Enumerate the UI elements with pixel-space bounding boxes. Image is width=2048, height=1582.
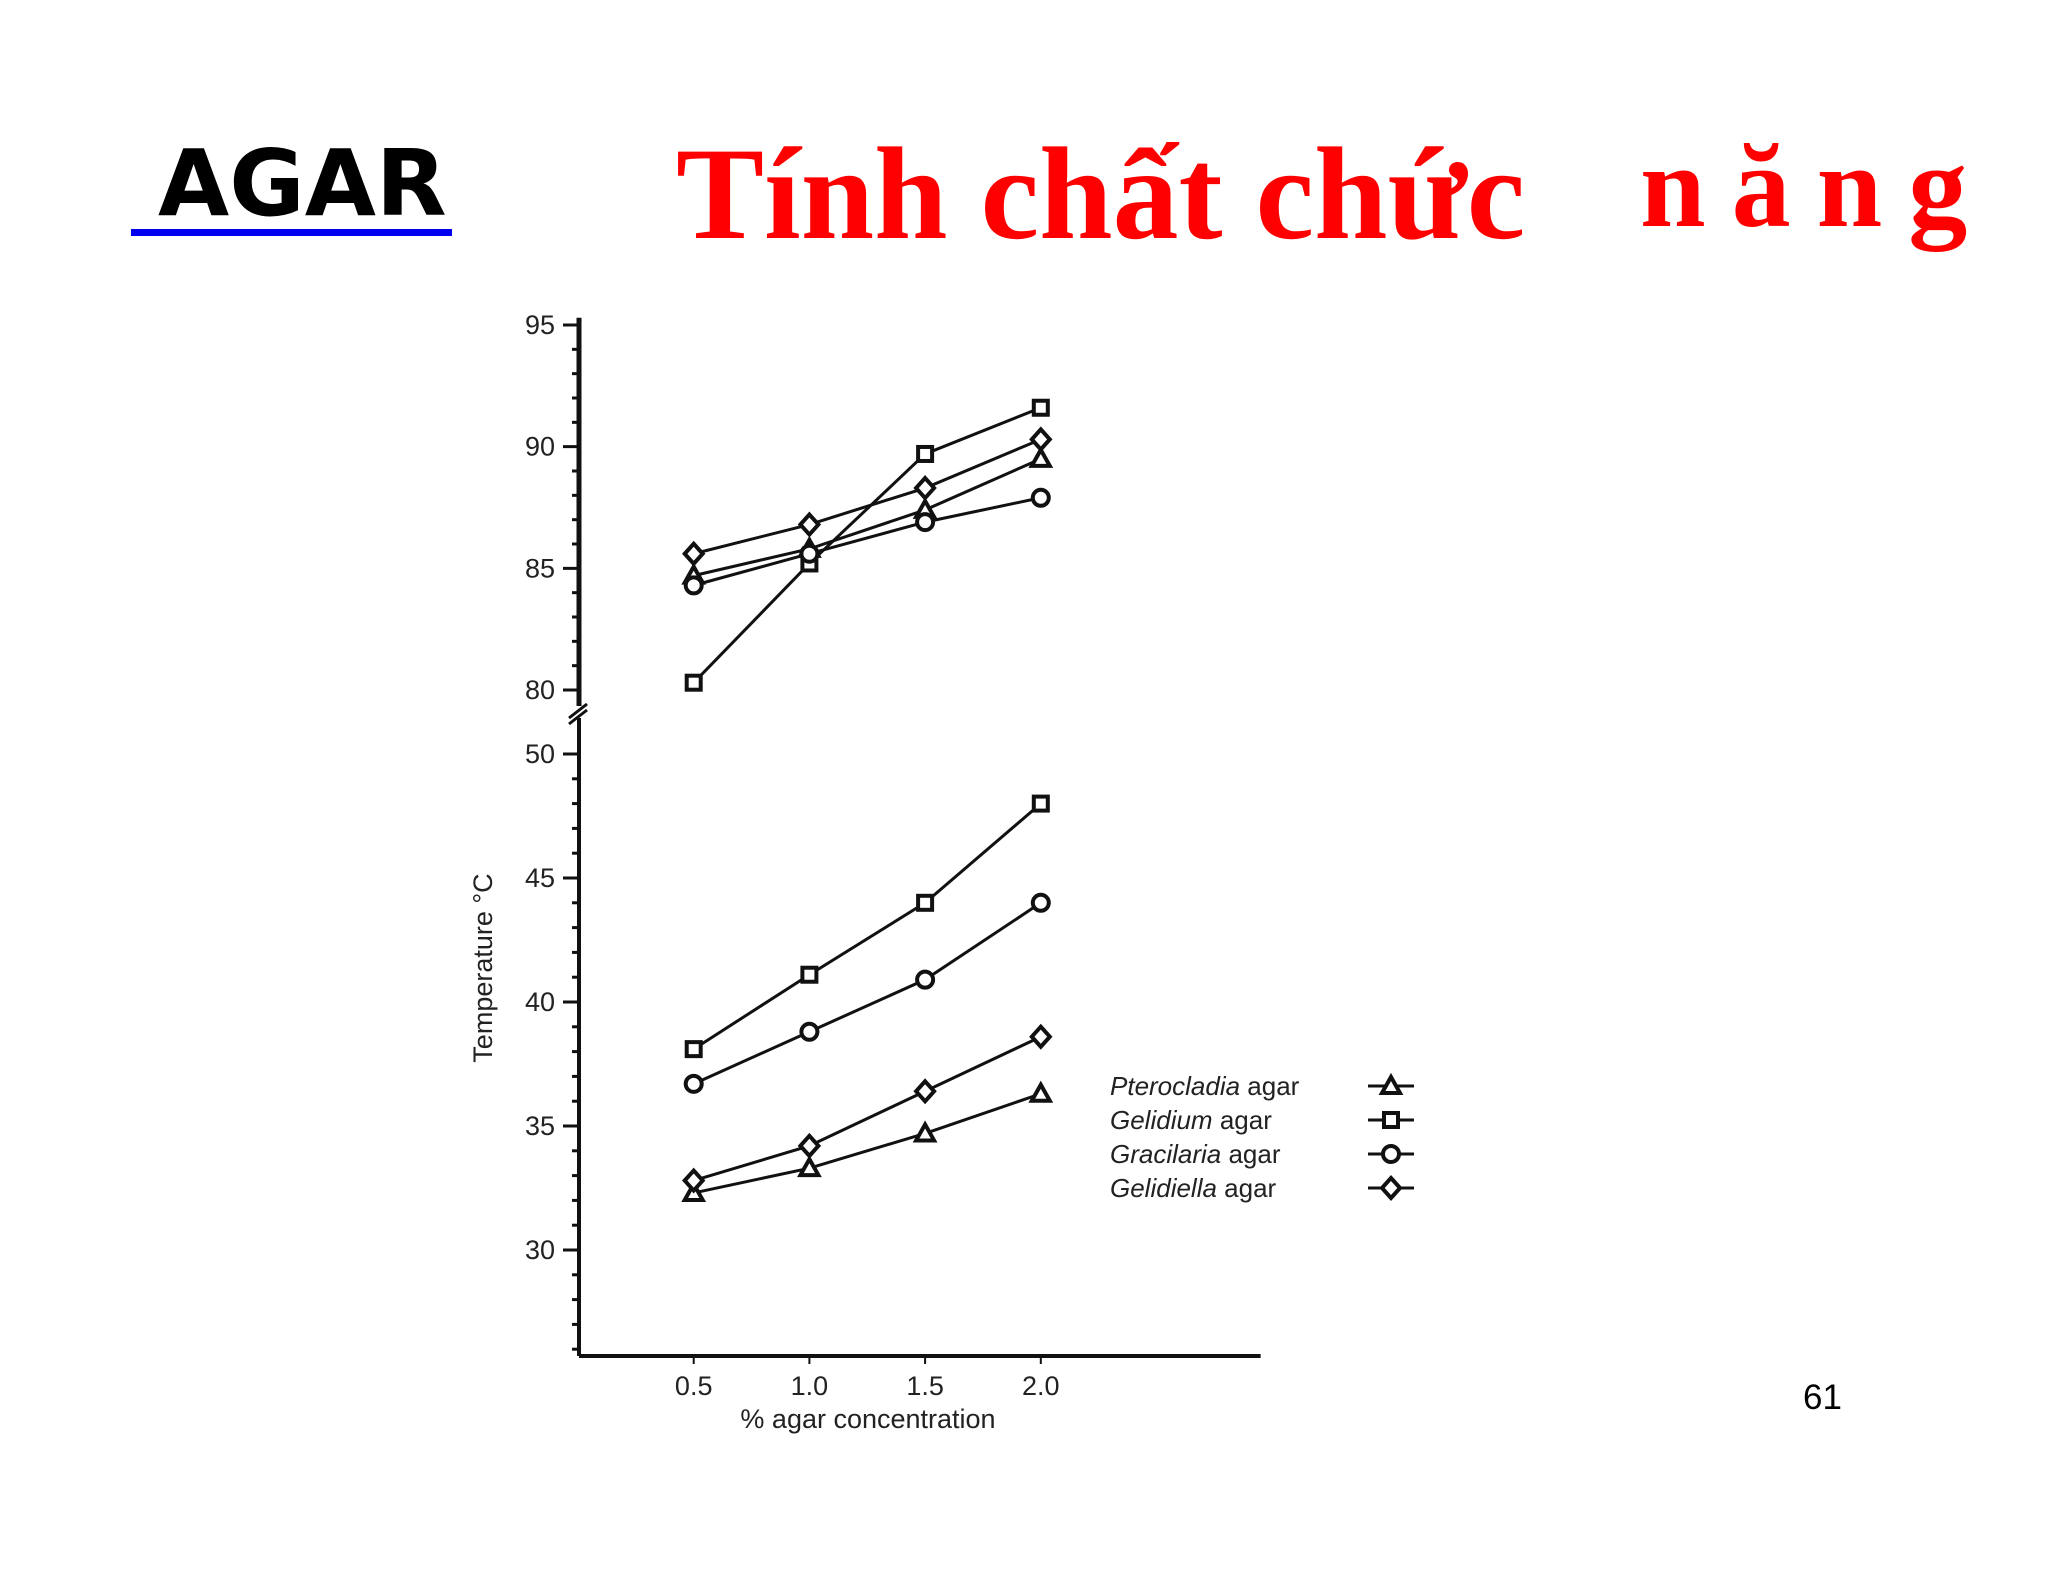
- legend-suffix: agar: [1221, 1139, 1281, 1169]
- legend-item: Pterocladia agar: [1110, 1071, 1414, 1101]
- x-tick-label: 2.0: [1022, 1371, 1060, 1401]
- y-tick-label: 80: [525, 675, 555, 705]
- axes: 95 90 85 80 50 45 40 35 30 0.5 1.0 1.5 2.0: [525, 310, 1261, 1401]
- legend-species: Pterocladia: [1110, 1071, 1240, 1101]
- series-line-gelling: [692, 802, 1042, 1051]
- series-pterocladia: [681, 445, 1054, 1202]
- x-tick-label: 1.5: [906, 1371, 944, 1401]
- data-point-square: [800, 965, 819, 984]
- series-line-melting: [693, 437, 1042, 556]
- axis-break-mark: [568, 708, 588, 726]
- data-point-diamond: [913, 1078, 937, 1105]
- legend-suffix: agar: [1240, 1071, 1300, 1101]
- section-heading: AGAR: [158, 130, 447, 237]
- legend-label: Gracilaria agar: [1110, 1139, 1281, 1169]
- slide-title: Tính chất chức: [676, 120, 1526, 267]
- data-point-triangle: [1378, 1072, 1404, 1095]
- data-point-circle: [915, 512, 936, 533]
- data-point-diamond: [682, 540, 706, 567]
- axis-break-mark: [568, 702, 588, 720]
- data-point-diamond: [1379, 1175, 1403, 1201]
- data-point-square: [916, 444, 935, 463]
- y-tick-label: 30: [525, 1235, 555, 1265]
- y-axis-label: Temperature °C: [468, 873, 498, 1062]
- x-tick-label: 1.0: [791, 1371, 829, 1401]
- y-tick-label: 85: [525, 553, 555, 583]
- y-tick-label: 40: [525, 987, 555, 1017]
- data-point-circle: [915, 969, 936, 990]
- series: [681, 398, 1054, 1202]
- data-point-diamond: [1029, 426, 1053, 453]
- data-point-circle: [683, 1073, 704, 1094]
- series-gracilaria: [683, 487, 1051, 1094]
- series-line-melting: [692, 406, 1042, 684]
- y-tick-label: 90: [525, 432, 555, 462]
- y-tick-label: 45: [525, 863, 555, 893]
- data-point-circle: [799, 1021, 820, 1042]
- series-line-melting: [693, 496, 1042, 587]
- legend-item: Gelidiella agar: [1110, 1173, 1414, 1203]
- data-point-diamond: [913, 475, 937, 502]
- data-point-diamond: [797, 511, 822, 538]
- legend-species: Gelidium: [1110, 1105, 1213, 1135]
- series-line-gelling: [693, 901, 1042, 1086]
- series-line-gelling: [693, 1035, 1042, 1182]
- data-point-triangle: [1028, 1080, 1054, 1103]
- data-point-circle: [1030, 487, 1051, 508]
- data-point-square: [684, 673, 703, 692]
- data-point-triangle: [796, 1155, 822, 1178]
- series-gelidium: [684, 398, 1050, 1059]
- data-point-triangle: [1028, 445, 1054, 468]
- y-tick-label: 95: [525, 310, 555, 340]
- legend-species: Gracilaria: [1110, 1139, 1221, 1169]
- legend-label: Pterocladia agar: [1110, 1071, 1300, 1101]
- page-number: 61: [1803, 1378, 1842, 1417]
- data-point-diamond: [682, 1167, 706, 1194]
- data-point-square: [916, 893, 935, 912]
- legend-label: Gelidiella agar: [1110, 1173, 1277, 1203]
- data-point-square: [1382, 1111, 1400, 1129]
- data-point-circle: [1381, 1144, 1401, 1164]
- data-point-circle: [1030, 892, 1051, 913]
- data-point-circle: [683, 575, 704, 596]
- data-point-square: [684, 1040, 703, 1059]
- series-line-melting: [693, 457, 1042, 578]
- data-point-square: [1031, 794, 1050, 813]
- data-point-diamond: [797, 1132, 822, 1159]
- heading-underline: [131, 229, 452, 236]
- series-gelidiella: [682, 426, 1053, 1194]
- legend-item: Gelidium agar: [1110, 1105, 1414, 1135]
- x-tick-label: 0.5: [675, 1371, 713, 1401]
- data-point-triangle: [912, 1120, 938, 1143]
- legend-label: Gelidium agar: [1110, 1105, 1272, 1135]
- data-point-circle: [799, 543, 820, 564]
- slide-title-tail: năng: [1640, 121, 1994, 252]
- y-tick-label: 35: [525, 1111, 555, 1141]
- x-axis-label: % agar concentration: [740, 1404, 995, 1434]
- data-point-diamond: [1029, 1023, 1053, 1050]
- legend-suffix: agar: [1213, 1105, 1273, 1135]
- y-tick-label: 50: [525, 739, 555, 769]
- legend-suffix: agar: [1217, 1173, 1277, 1203]
- legend-item: Gracilaria agar: [1110, 1139, 1414, 1169]
- series-line-gelling: [693, 1092, 1042, 1195]
- data-point-square: [1031, 398, 1050, 417]
- legend-species: Gelidiella: [1110, 1173, 1217, 1203]
